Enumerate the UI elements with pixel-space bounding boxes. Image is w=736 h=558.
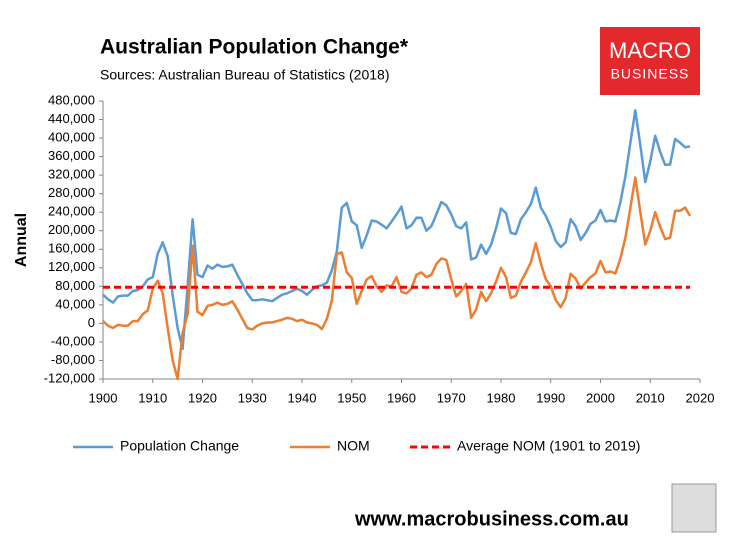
x-tick-label: 2000 [586,390,615,405]
y-tick-label: 80,000 [55,278,95,293]
chart-title: Australian Population Change* [100,36,409,59]
y-tick-label: 480,000 [48,92,95,107]
footer: www.macrobusiness.com.au [354,508,629,530]
legend-label: Population Change [120,438,239,454]
x-tick-label: 1950 [337,390,366,405]
series-line [102,109,691,351]
logo-box [600,27,700,95]
y-tick-label: -40,000 [51,333,95,348]
y-tick-label: 440,000 [48,111,95,126]
x-tick-label: 1930 [238,390,267,405]
y-tick-label: 40,000 [55,296,95,311]
y-tick-label: 0 [88,315,95,330]
x-tick-label: 1960 [387,390,416,405]
x-tick-label: 1980 [487,390,516,405]
y-tick-label: 280,000 [48,185,95,200]
y-axis-label: Annual [13,213,30,267]
y-tick-label: 240,000 [48,204,95,219]
y-tick-label: 160,000 [48,241,95,256]
x-tick-label: 2010 [636,390,665,405]
y-tick-label: 400,000 [48,130,95,145]
legend-label: NOM [337,438,370,454]
y-tick-label: 200,000 [48,222,95,237]
wolf-logo [671,483,717,533]
x-tick-label: 1990 [536,390,565,405]
y-tick-label: 320,000 [48,167,95,182]
x-tick-label: 1920 [188,390,217,405]
x-tick-label: 1970 [437,390,466,405]
y-tick-label: 120,000 [48,259,95,274]
x-tick-label: 1900 [89,390,118,405]
x-tick-label: 1940 [288,390,317,405]
logo-text: MACRO [609,38,691,63]
x-tick-label: 2020 [686,390,715,405]
chart-subtitle: Sources: Australian Bureau of Statistics… [100,67,389,83]
y-tick-label: -80,000 [51,352,95,367]
y-tick-label: -120,000 [44,370,95,385]
y-tick-label: 360,000 [48,148,95,163]
x-tick-label: 1910 [138,390,167,405]
logo-text: BUSINESS [611,66,690,82]
legend-label: Average NOM (1901 to 2019) [457,438,640,454]
series-line [102,176,692,381]
